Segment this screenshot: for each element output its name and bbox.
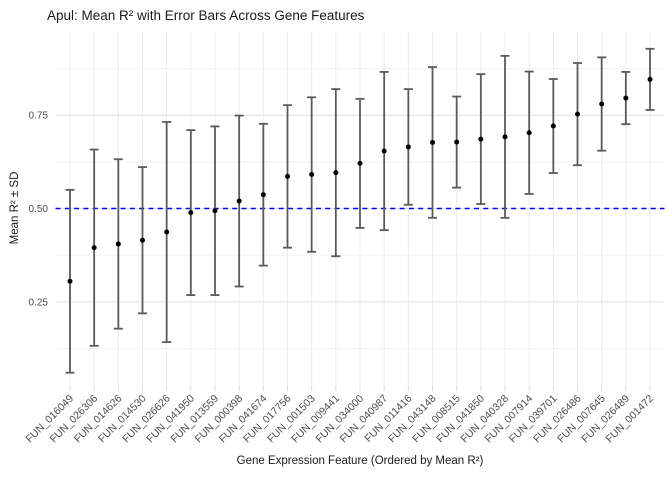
data-point [526, 130, 532, 136]
data-point [67, 278, 73, 284]
data-point [575, 111, 580, 117]
data-point [140, 237, 145, 243]
data-point [357, 160, 363, 166]
data-point [260, 192, 266, 198]
data-point [405, 144, 411, 150]
data-point [188, 210, 194, 216]
data-point [502, 134, 508, 140]
data-point [236, 198, 242, 204]
data-point [647, 76, 653, 82]
y-tick-label: 0.75 [29, 111, 49, 122]
y-tick-label: 0.25 [29, 297, 49, 308]
data-point [550, 123, 556, 129]
data-point [623, 95, 629, 101]
data-point [164, 229, 170, 235]
data-point [430, 139, 435, 145]
data-point [381, 148, 387, 154]
x-axis-title: Gene Expression Feature (Ordered by Mean… [236, 455, 484, 467]
y-tick-label: 0.50 [29, 204, 49, 215]
data-point [285, 173, 290, 179]
chart-title: Apul: Mean R² with Error Bars Across Gen… [47, 8, 365, 23]
data-point [212, 208, 218, 214]
data-point [333, 170, 339, 176]
data-point [478, 136, 484, 142]
data-point [599, 101, 605, 107]
data-point [309, 172, 315, 178]
data-point [115, 241, 121, 247]
data-point [454, 139, 460, 145]
data-point [91, 245, 97, 251]
